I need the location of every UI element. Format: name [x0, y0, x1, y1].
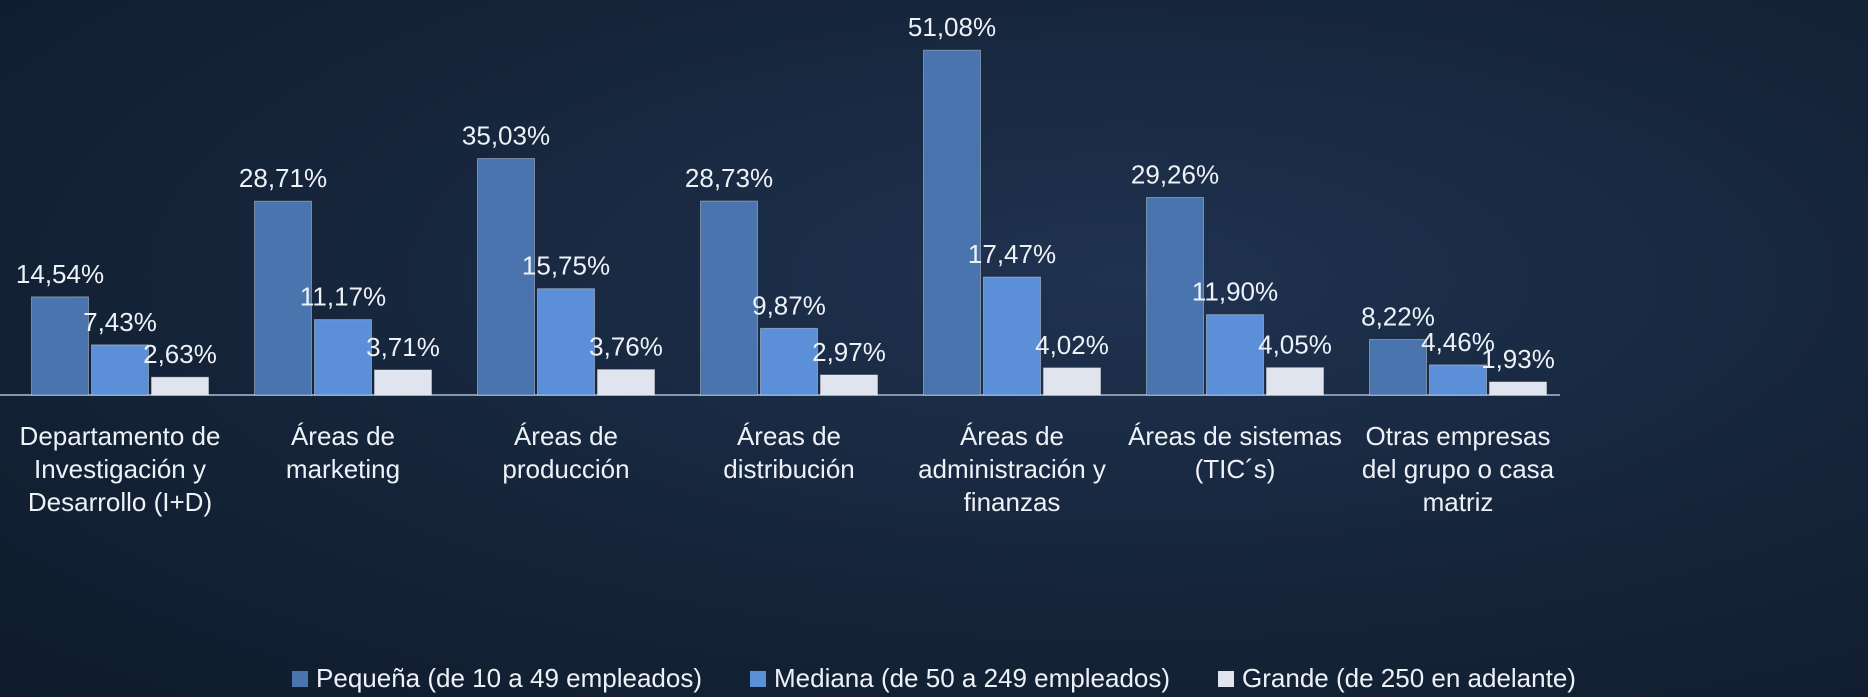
data-label: 3,71% — [366, 332, 440, 362]
bar — [254, 200, 312, 396]
legend-label: Pequeña (de 10 a 49 empleados) — [316, 663, 702, 693]
bar — [537, 288, 595, 396]
legend: Pequeña (de 10 a 49 empleados) Mediana (d… — [0, 663, 1868, 694]
bar — [1043, 367, 1101, 396]
data-label: 2,97% — [812, 337, 886, 367]
data-label: 2,63% — [143, 339, 217, 369]
bar — [760, 327, 818, 396]
data-label: 11,90% — [1192, 277, 1278, 307]
bar — [1429, 364, 1487, 396]
legend-item: Mediana (de 50 a 249 empleados) — [749, 663, 1171, 694]
legend-item: Grande (de 250 en adelante) — [1218, 663, 1576, 694]
bar — [923, 49, 981, 396]
data-label: 35,03% — [462, 121, 550, 151]
data-label: 3,76% — [589, 332, 663, 362]
legend-label: Grande (de 250 en adelante) — [1242, 663, 1576, 693]
data-label: 11,17% — [300, 282, 386, 312]
data-label: 4,02% — [1035, 330, 1109, 360]
data-label: 14,54% — [16, 259, 104, 289]
bar — [597, 369, 655, 396]
x-tick-label: Otras empresas del grupo o casa matriz — [1361, 421, 1555, 517]
x-tick-label: Áreas de distribución — [723, 421, 855, 484]
data-label: 15,75% — [522, 251, 610, 281]
bar — [31, 296, 89, 396]
data-label: 1,93% — [1481, 344, 1555, 374]
data-label: 17,47% — [968, 239, 1056, 269]
bar — [820, 374, 878, 396]
data-label: 4,05% — [1258, 330, 1332, 360]
bar — [477, 158, 535, 396]
bar — [1266, 367, 1324, 396]
legend-swatch — [749, 670, 766, 687]
data-label: 9,87% — [752, 290, 826, 320]
bar — [1206, 314, 1264, 396]
x-tick-label: Áreas de marketing — [285, 421, 401, 484]
legend-swatch — [1218, 670, 1235, 687]
x-tick-label: Áreas de sistemas (TIC´s) — [1128, 421, 1342, 484]
bar — [314, 319, 372, 396]
bar — [983, 276, 1041, 396]
data-label: 28,73% — [685, 163, 773, 193]
data-label: 8,22% — [1361, 302, 1435, 332]
data-label: 4,46% — [1421, 327, 1495, 357]
data-label: 29,26% — [1131, 159, 1219, 189]
bar — [1146, 196, 1204, 396]
bar — [1489, 381, 1547, 396]
legend-swatch — [292, 670, 309, 687]
bar — [700, 200, 758, 396]
legend-label: Mediana (de 50 a 249 empleados) — [773, 663, 1171, 693]
x-tick-label: Departamento de Investigación y Desarrol… — [19, 421, 221, 517]
bar — [151, 376, 209, 396]
bar — [91, 344, 149, 396]
x-tick-label: Áreas de administración y finanzas — [918, 421, 1106, 517]
bar — [1369, 339, 1427, 396]
data-label: 7,43% — [83, 307, 157, 337]
bar — [374, 369, 432, 396]
legend-item: Pequeña (de 10 a 49 empleados) — [292, 663, 702, 694]
x-tick-label: Áreas de producción — [502, 421, 630, 484]
data-label: 51,08% — [908, 12, 996, 42]
data-label: 28,71% — [239, 163, 327, 193]
